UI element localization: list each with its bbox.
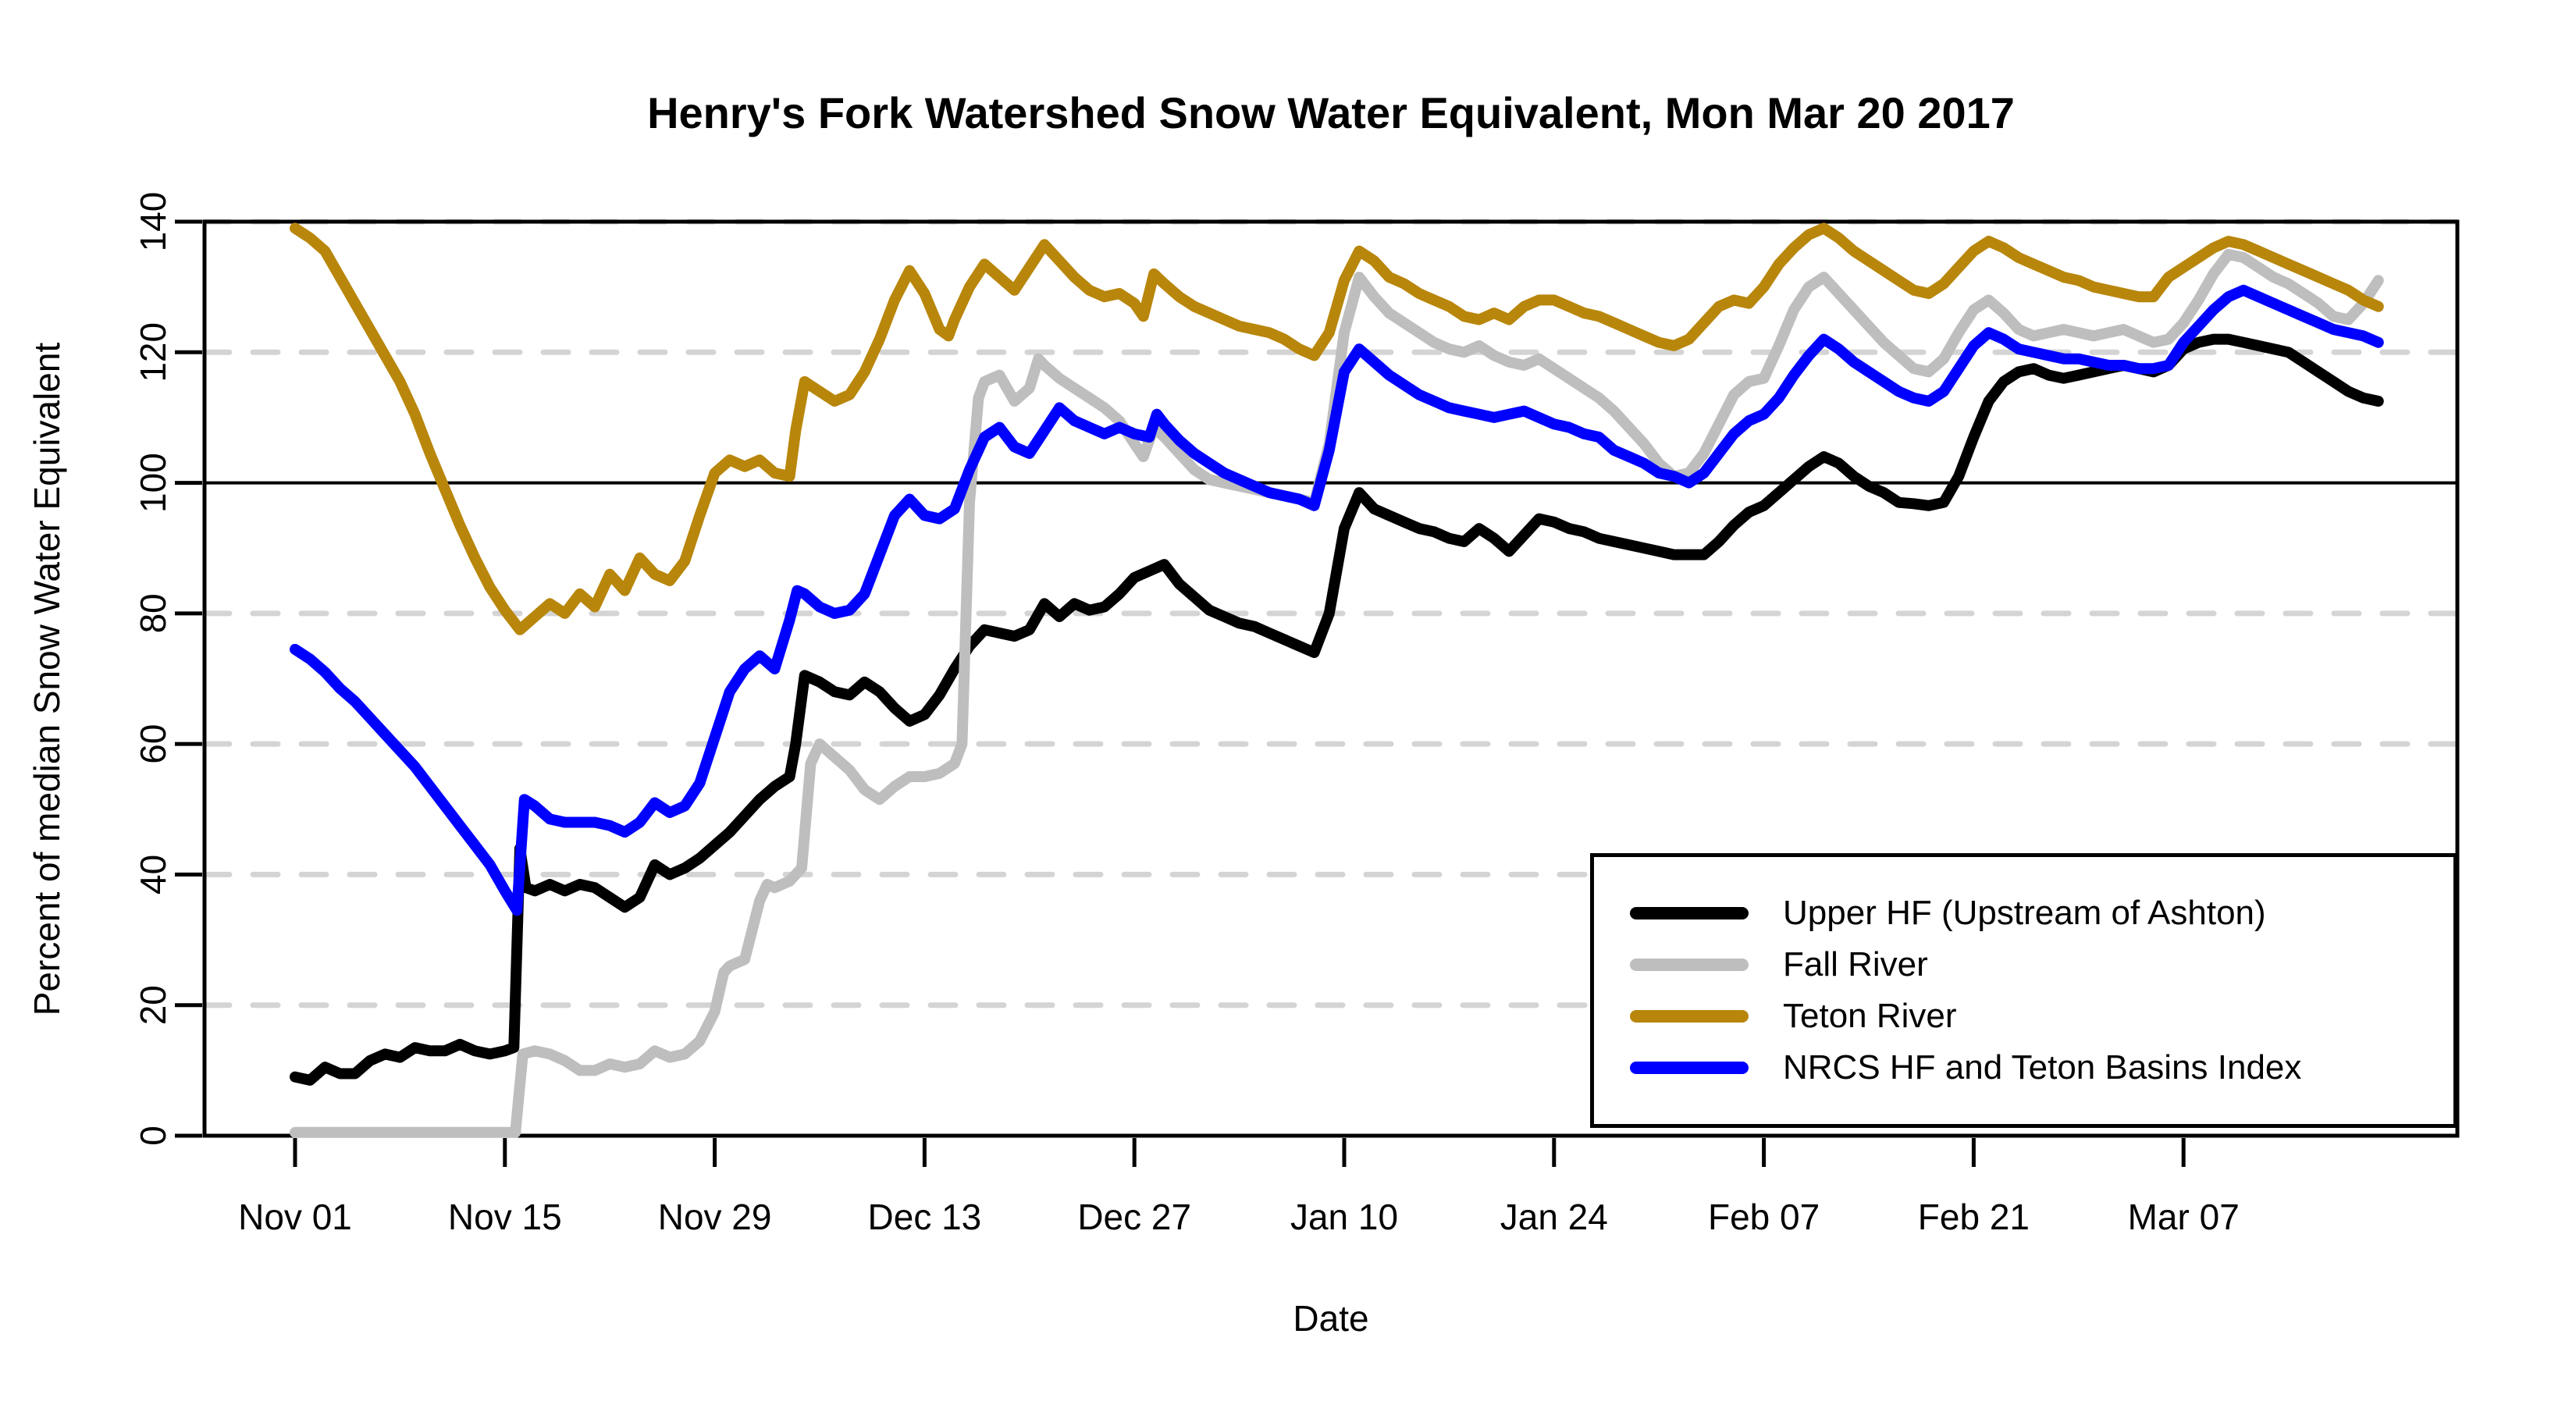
y-tick-label-40: 40: [133, 855, 173, 895]
series-line-upper_hf: [290, 333, 2384, 1086]
x-tick-label-nov-01: Nov 01: [238, 1197, 352, 1237]
legend-box: Upper HF (Upstream of Ashton) Fall River T…: [1590, 853, 2457, 1128]
legend-label-upper_hf: Upper HF (Upstream of Ashton): [1783, 894, 2266, 932]
legend-swatch-nrcs: [1630, 1062, 1749, 1074]
plot-border: [202, 219, 2460, 1138]
x-tick-label-feb-21: Feb 21: [1918, 1197, 2030, 1237]
y-tick-label-140: 140: [133, 192, 173, 252]
chart-title: Henry's Fork Watershed Snow Water Equiva…: [647, 88, 2015, 137]
legend-row-nrcs: NRCS HF and Teton Basins Index: [1630, 1048, 2453, 1087]
y-tick-label-80: 80: [133, 593, 173, 633]
x-tick-label-nov-29: Nov 29: [658, 1197, 772, 1237]
x-tick-label-jan-10: Jan 10: [1290, 1197, 1398, 1237]
x-axis-title: Date: [1293, 1298, 1369, 1339]
legend-label-nrcs: NRCS HF and Teton Basins Index: [1783, 1048, 2302, 1087]
x-tick-label-dec-27: Dec 27: [1077, 1197, 1191, 1237]
series-line-fall_river: [290, 248, 2384, 1138]
x-tick-label-dec-13: Dec 13: [868, 1197, 982, 1237]
x-tick-label-mar-07: Mar 07: [2128, 1197, 2240, 1237]
legend-swatch-fall_river: [1630, 959, 1749, 971]
legend-label-teton: Teton River: [1783, 997, 1957, 1035]
y-tick-label-0: 0: [133, 1126, 173, 1146]
y-tick-label-60: 60: [133, 724, 173, 764]
x-tick-label-feb-07: Feb 07: [1708, 1197, 1820, 1237]
y-tick-label-20: 20: [133, 985, 173, 1025]
legend-row-teton: Teton River: [1630, 997, 2453, 1036]
x-tick-label-nov-15: Nov 15: [448, 1197, 562, 1237]
y-tick-label-120: 120: [133, 322, 173, 382]
series-line-teton: [290, 222, 2384, 635]
x-tick-label-jan-24: Jan 24: [1500, 1197, 1608, 1237]
y-tick-label-100: 100: [133, 453, 173, 513]
legend-row-fall_river: Fall River: [1630, 945, 2453, 984]
legend-swatch-upper_hf: [1630, 907, 1749, 919]
legend-label-fall_river: Fall River: [1783, 945, 1928, 984]
legend-row-upper_hf: Upper HF (Upstream of Ashton): [1630, 894, 2453, 933]
legend-swatch-teton: [1630, 1010, 1749, 1023]
y-axis-title: Percent of median Snow Water Equivalent: [27, 342, 67, 1016]
series-line-nrcs: [290, 284, 2384, 916]
